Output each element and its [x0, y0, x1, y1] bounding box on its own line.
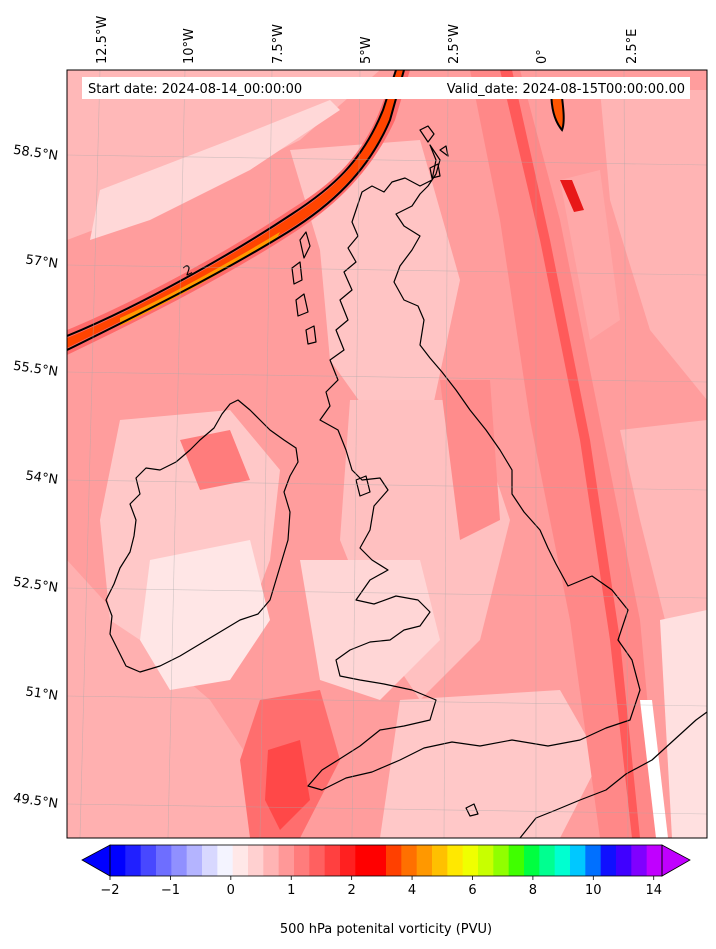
lon-label-10w: 10°W [182, 28, 197, 64]
colorbar-segment [140, 845, 157, 876]
colorbar-segment [263, 845, 280, 876]
north-islands [419, 125, 449, 179]
coastlines [105, 125, 707, 838]
colorbar-tick-label: 0 [227, 883, 235, 898]
colorbar-segment [447, 845, 464, 876]
colorbar-segment [585, 845, 602, 876]
colorbar-tick-label: −2 [100, 883, 119, 898]
map-frame [66, 69, 708, 839]
graticule [67, 70, 707, 838]
isle-of-man [355, 475, 371, 497]
colorbar-segment [554, 845, 571, 876]
colorbar-segment [248, 845, 264, 876]
colorbar-tick-label: 6 [468, 883, 476, 898]
latitude-labels: 58.5°N 57°N 55.5°N 54°N 52.5°N 51°N 49.5… [12, 143, 59, 812]
colorbar-segment [340, 845, 356, 876]
colorbar-tick-label: 14 [645, 883, 662, 898]
lon-label-7-5w: 7.5°W [271, 24, 286, 64]
colorbar-ticks: −2 −1 0 1 2 4 6 8 10 14 [100, 876, 662, 898]
colorbar-segment [202, 845, 218, 876]
lat-label-55-5n: 55.5°N [12, 359, 59, 380]
map-panel: 2 [67, 70, 707, 838]
colorbar-segment [309, 845, 326, 876]
start-date: Start date: 2024-08-14_00:00:00 [88, 82, 302, 97]
colorbar-segment [278, 845, 295, 876]
longitude-labels: 12.5°W 10°W 7.5°W 5°W 2.5°W 0° 2.5°E [95, 16, 640, 64]
colorbar-segment [616, 845, 632, 876]
colorbar-segment [401, 845, 418, 876]
colorbar-segment [478, 845, 494, 876]
colorbar-segment [631, 845, 648, 876]
western-isles [291, 231, 317, 345]
colorbar-segment [125, 845, 142, 876]
lat-label-49-5n: 49.5°N [12, 791, 59, 812]
colorbar-segment [110, 845, 126, 876]
colorbar-segment [186, 845, 203, 876]
lat-label-57n: 57°N [24, 253, 59, 272]
colorbar-segment [508, 845, 525, 876]
colorbar-extend-high [662, 845, 690, 876]
colorbar-tick-label: 10 [585, 883, 602, 898]
colorbar-segment [156, 845, 172, 876]
lat-label-52-5n: 52.5°N [12, 575, 59, 596]
ireland-coast [105, 399, 299, 673]
lon-label-5w: 5°W [359, 36, 374, 64]
colorbar-segment [217, 845, 234, 876]
colorbar-segments [110, 845, 663, 876]
france-coast [519, 711, 707, 838]
lon-label-2-5w: 2.5°W [447, 24, 462, 64]
colorbar-tick-label: 8 [529, 883, 537, 898]
lon-label-12-5w: 12.5°W [95, 16, 110, 64]
colorbar-tick-label: 2 [348, 883, 356, 898]
colorbar-extend-low [82, 845, 110, 876]
great-britain-coast [307, 144, 641, 791]
colorbar-segment [386, 845, 402, 876]
lat-label-54n: 54°N [24, 469, 59, 488]
colorbar-segment [539, 845, 556, 876]
lat-label-58-5n: 58.5°N [12, 143, 59, 164]
colorbar: −2 −1 0 1 2 4 6 8 10 14 500 hPa potenital vortici… [81, 844, 691, 937]
colorbar-segment [524, 845, 540, 876]
colorbar-segment [324, 845, 341, 876]
colorbar-segment [232, 845, 249, 876]
colorbar-segment [570, 845, 586, 876]
lon-label-0: 0° [535, 49, 550, 64]
colorbar-segment [646, 845, 663, 876]
lon-label-2-5e: 2.5°E [625, 29, 640, 64]
colorbar-tick-label: 1 [287, 883, 295, 898]
channel-islands [465, 803, 479, 817]
colorbar-tick-label: −1 [161, 883, 180, 898]
colorbar-segment [294, 845, 310, 876]
colorbar-segment [370, 845, 387, 876]
colorbar-segment [171, 845, 188, 876]
colorbar-segment [493, 845, 510, 876]
colorbar-segment [432, 845, 448, 876]
colorbar-title: 500 hPa potenital vorticity (PVU) [280, 922, 492, 937]
colorbar-segment [416, 845, 433, 876]
colorbar-segment [355, 845, 372, 876]
lat-label-51n: 51°N [24, 685, 59, 704]
colorbar-segment [462, 845, 479, 876]
colorbar-tick-label: 4 [408, 883, 416, 898]
date-info-box: Start date: 2024-08-14_00:00:00 Valid_da… [82, 77, 690, 99]
colorbar-segment [600, 845, 617, 876]
valid-date: Valid_date: 2024-08-15T00:00:00.00 [447, 82, 685, 97]
